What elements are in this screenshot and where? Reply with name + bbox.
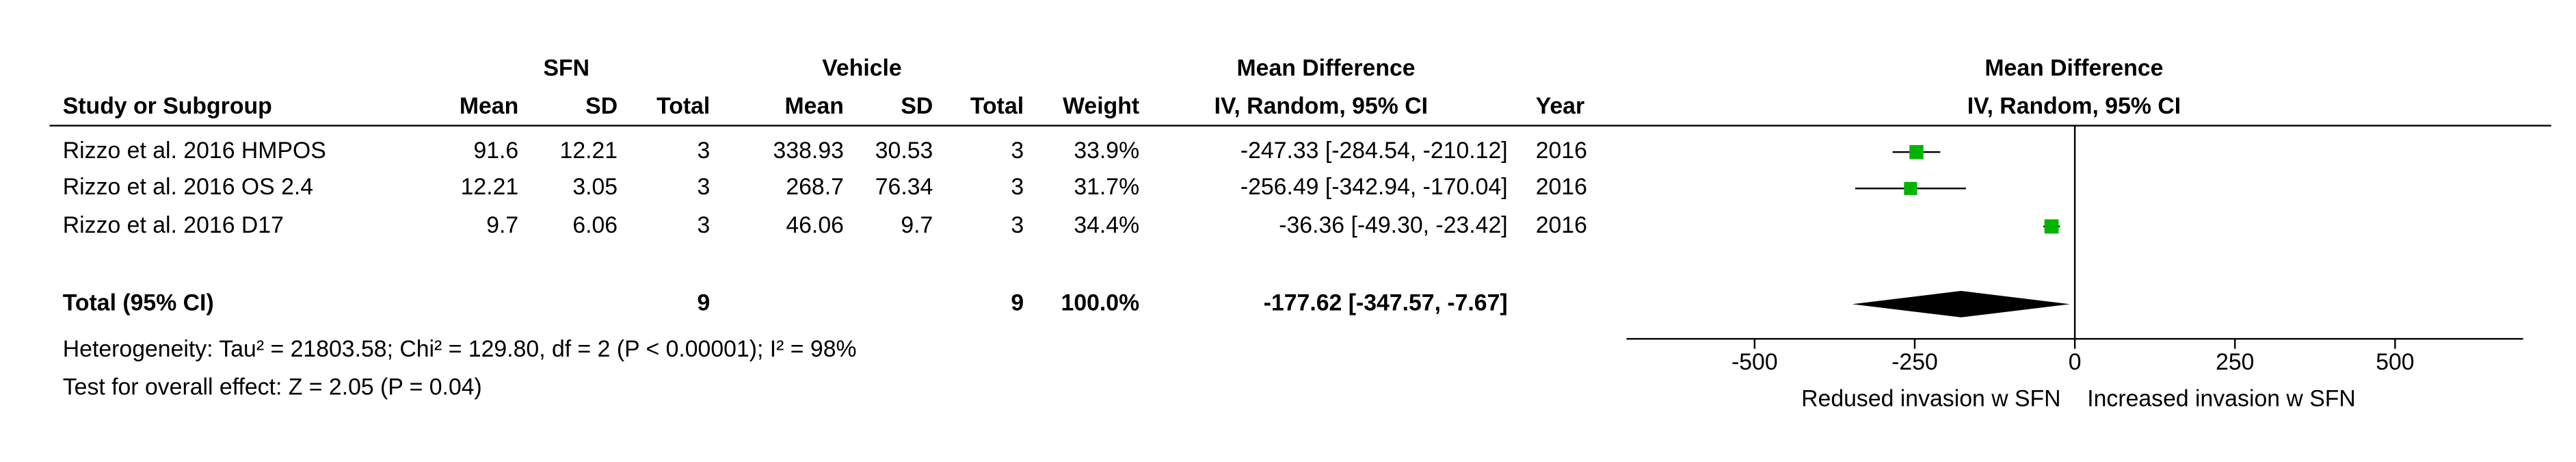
cell-veh-sd: 30.53 [875,138,933,164]
cell-ci-label: -177.62 [-347.57, -7.67] [1264,290,1508,316]
cell-ci-label: -247.33 [-284.54, -210.12] [1240,138,1508,164]
x-tick-label: -500 [1731,349,1778,375]
column-header: Weight [1063,93,1139,119]
study-marker [1909,144,1924,159]
plot-subtitle: IV, Random, 95% CI [1967,93,2181,119]
total-diamond [1852,291,2070,318]
cell-sfn-total: 3 [698,174,711,200]
study-marker [1904,181,1917,195]
note: Heterogeneity: Tau² = 21803.58; Chi² = 1… [63,336,857,362]
column-header: SD [901,93,933,119]
note: Test for overall effect: Z = 2.05 (P = 0… [63,374,482,400]
cell-study: Rizzo et al. 2016 OS 2.4 [63,174,313,200]
cell-sfn-total: 3 [698,138,711,164]
column-header: Total [656,93,710,119]
x-tick-label: -250 [1891,349,1938,375]
cell-ci-label: -256.49 [-342.94, -170.04] [1240,174,1508,200]
cell-sfn-mean: 91.6 [473,138,518,164]
cell-year: 2016 [1536,212,1587,238]
cell-sfn-sd: 6.06 [572,212,618,238]
cell-study: Rizzo et al. 2016 HMPOS [63,138,326,164]
study-marker [2044,219,2059,234]
cell-weight-label: 34.4% [1074,212,1139,238]
cell-veh-total: 3 [1011,212,1024,238]
cell-veh-mean: 338.93 [773,138,844,164]
cell-sfn-total: 3 [698,212,711,238]
column-header: SD [585,93,618,119]
cell-veh-sd: 9.7 [901,212,933,238]
x-label-left: Redused invasion w SFN [1801,385,2060,411]
cell-veh-mean: 46.06 [786,212,844,238]
x-tick-label: 500 [2376,349,2414,375]
cell-year: 2016 [1536,138,1587,164]
cell-sfn-sd: 3.05 [572,174,618,200]
column-header: IV, Random, 95% CI [1214,93,1428,119]
cell-veh-total: 3 [1011,138,1024,164]
group-header: Mean Difference [1237,55,1416,81]
cell-sfn-sd: 12.21 [560,138,618,164]
cell-sfn-total: 9 [698,290,711,316]
cell-weight-label: 33.9% [1074,138,1139,164]
cell-veh-mean: 268.7 [786,174,844,200]
cell-study: Rizzo et al. 2016 D17 [63,212,284,238]
group-header: Vehicle [822,55,902,81]
cell-veh-total: 3 [1011,174,1024,200]
cell-ci-label: -36.36 [-49.30, -23.42] [1279,212,1507,238]
column-header: Mean [460,93,518,119]
x-tick-label: 0 [2069,349,2082,375]
column-header: Study or Subgroup [63,93,272,119]
column-header: Total [970,93,1024,119]
column-header: Year [1536,93,1584,119]
column-header: Mean [785,93,844,119]
cell-veh-sd: 76.34 [875,174,933,200]
cell-sfn-mean: 9.7 [486,212,518,238]
cell-sfn-mean: 12.21 [461,174,519,200]
cell-year: 2016 [1536,174,1587,200]
cell-study: Total (95% CI) [63,290,214,316]
cell-weight-label: 31.7% [1074,174,1139,200]
cell-weight-label: 100.0% [1061,290,1140,316]
cell-veh-total: 9 [1011,290,1024,316]
group-header: SFN [543,55,589,81]
plot-title: Mean Difference [1984,55,2163,81]
x-tick-label: 250 [2216,349,2254,375]
x-label-right: Increased invasion w SFN [2087,385,2356,411]
